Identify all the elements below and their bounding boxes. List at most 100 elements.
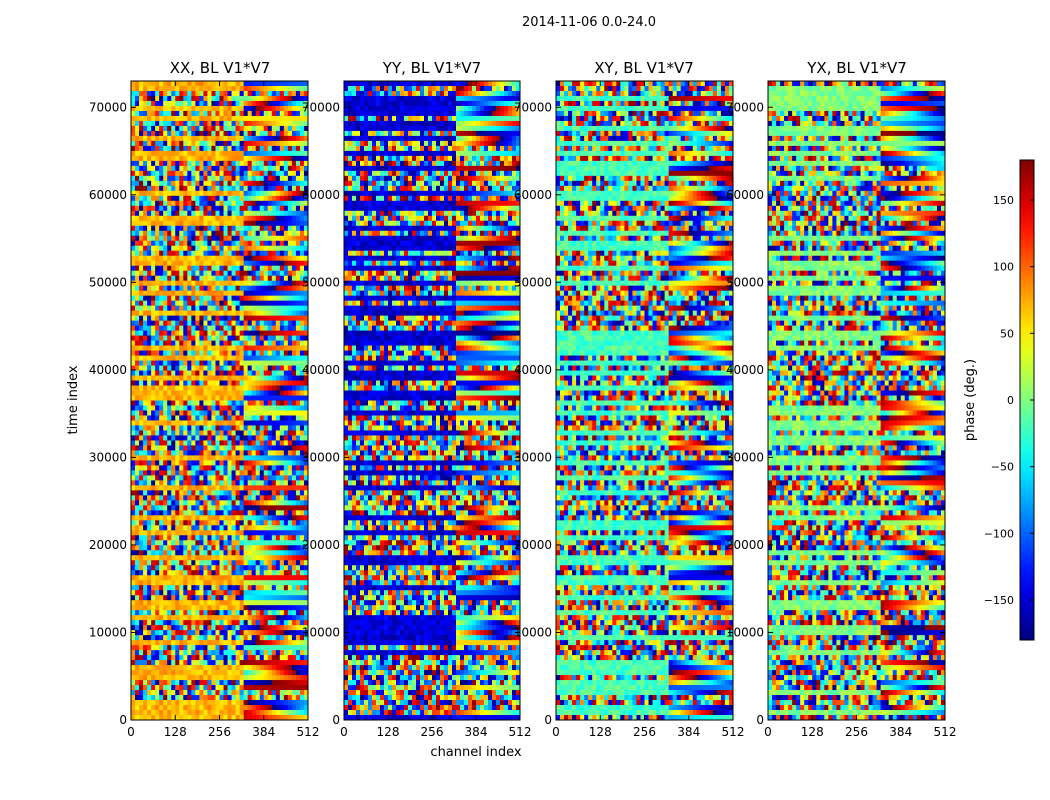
heatmap-cell: [259, 480, 265, 486]
heatmap-cell: [259, 300, 265, 307]
heatmap-cell: [195, 330, 200, 336]
heatmap-cell: [263, 190, 269, 197]
heatmap-cell: [171, 235, 176, 242]
heatmap-cell: [131, 255, 136, 262]
heatmap-cell: [303, 380, 309, 386]
heatmap-cell: [223, 310, 228, 317]
heatmap-cell: [175, 490, 180, 496]
heatmap-cell: [199, 525, 204, 531]
heatmap-cell: [259, 585, 265, 591]
heatmap-cell: [183, 515, 188, 521]
heatmap-cell: [235, 525, 241, 531]
heatmap-cell: [263, 520, 269, 526]
heatmap-cell: [191, 355, 196, 361]
heatmap-cell: [251, 300, 257, 307]
heatmap-cell: [219, 505, 224, 511]
heatmap-cell: [199, 245, 204, 252]
heatmap-cell: [167, 320, 172, 327]
heatmap-cell: [179, 95, 184, 102]
heatmap-cell: [243, 335, 249, 341]
heatmap-cell: [151, 290, 156, 297]
heatmap-cell: [139, 595, 144, 601]
heatmap-cell: [131, 325, 136, 332]
heatmap-cell: [247, 440, 253, 446]
heatmap-cell: [255, 625, 261, 631]
heatmap-cell: [207, 465, 212, 471]
heatmap-cell: [163, 200, 168, 207]
heatmap-cell: [147, 235, 152, 242]
heatmap-cell: [195, 235, 200, 242]
heatmap-cell: [275, 200, 281, 207]
heatmap-cell: [183, 605, 188, 611]
heatmap-cell: [163, 285, 168, 292]
heatmap-cell: [263, 370, 269, 376]
heatmap-cell: [275, 250, 281, 257]
heatmap-cell: [223, 510, 228, 516]
heatmap-cell: [195, 315, 200, 322]
heatmap-cell: [231, 520, 236, 526]
heatmap-cell: [215, 645, 220, 651]
heatmap-cell: [259, 520, 265, 526]
heatmap-cell: [135, 355, 140, 361]
heatmap-cell: [243, 285, 249, 292]
heatmap-cell: [135, 90, 140, 97]
heatmap-cell: [259, 595, 265, 601]
heatmap-cell: [131, 295, 136, 302]
heatmap-cell: [291, 370, 297, 376]
heatmap-cell: [175, 245, 180, 252]
heatmap-cell: [195, 340, 200, 346]
heatmap-cell: [223, 640, 228, 646]
heatmap-cell: [179, 400, 184, 406]
heatmap-cell: [255, 405, 261, 411]
heatmap-cell: [287, 480, 293, 486]
heatmap-cell: [247, 325, 253, 332]
heatmap-cell: [219, 630, 224, 636]
heatmap-cell: [147, 125, 152, 132]
heatmap-cell: [139, 590, 144, 596]
heatmap-cell: [191, 525, 196, 531]
heatmap-cell: [255, 635, 261, 641]
heatmap-cell: [187, 335, 192, 341]
heatmap-cell: [211, 285, 216, 292]
heatmap-cell: [267, 235, 273, 242]
heatmap-cell: [199, 585, 204, 591]
heatmap-cell: [171, 440, 176, 446]
heatmap-cell: [279, 360, 285, 366]
heatmap-cell: [231, 300, 236, 307]
heatmap-cell: [247, 375, 253, 381]
heatmap-cell: [279, 265, 285, 272]
heatmap-cell: [171, 305, 176, 312]
heatmap-cell: [155, 295, 160, 302]
heatmap-cell: [231, 610, 236, 616]
heatmap-cell: [247, 295, 253, 302]
heatmap-cell: [271, 240, 277, 247]
heatmap-cell: [227, 595, 232, 601]
heatmap-cell: [299, 225, 305, 232]
heatmap-cell: [207, 305, 212, 312]
heatmap-cell: [199, 440, 204, 446]
heatmap-cell: [259, 335, 265, 341]
heatmap-cell: [275, 325, 281, 332]
heatmap-cell: [267, 115, 273, 122]
heatmap-cell: [239, 195, 245, 202]
heatmap-cell: [283, 110, 289, 117]
heatmap-cell: [195, 605, 200, 611]
heatmap-cell: [139, 240, 144, 247]
heatmap-cell: [223, 435, 228, 441]
heatmap-cell: [163, 300, 168, 307]
heatmap-cell: [251, 140, 257, 147]
heatmap-cell: [147, 270, 152, 277]
heatmap-cell: [167, 120, 172, 127]
heatmap-cell: [279, 180, 285, 187]
heatmap-cell: [267, 530, 273, 536]
heatmap-cell: [259, 435, 265, 441]
heatmap-cell: [219, 85, 224, 92]
heatmap-cell: [159, 610, 164, 616]
heatmap-cell: [259, 140, 265, 147]
heatmap-cell: [247, 415, 253, 421]
heatmap-cell: [267, 485, 273, 491]
heatmap-cell: [175, 110, 180, 117]
heatmap-cell: [139, 290, 144, 297]
heatmap-cell: [271, 585, 277, 591]
heatmap-cell: [143, 420, 148, 426]
